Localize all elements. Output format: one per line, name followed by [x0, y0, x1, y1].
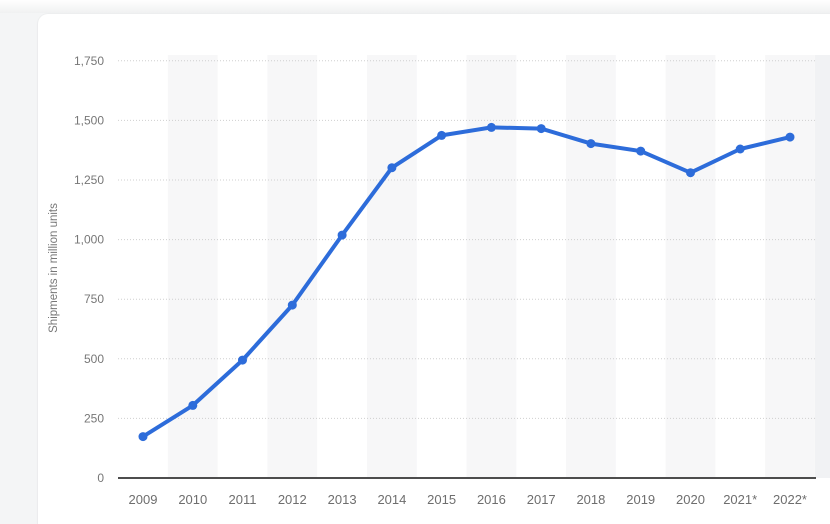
x-tick-label-2022*: 2022* — [773, 492, 807, 507]
x-tick-label-2012: 2012 — [278, 492, 307, 507]
data-point-2012[interactable] — [287, 300, 297, 310]
y-tick-label-1,250: 1,250 — [74, 173, 104, 187]
plot-band-2016 — [466, 55, 517, 478]
data-point-2019[interactable] — [636, 146, 646, 156]
y-tick-label-1,000: 1,000 — [74, 233, 104, 247]
data-point-2016[interactable] — [486, 122, 496, 132]
top-divider-fade — [0, 0, 830, 13]
x-tick-label-2017: 2017 — [527, 492, 556, 507]
x-tick-label-2011: 2011 — [229, 492, 257, 507]
data-point-2020[interactable] — [686, 168, 695, 178]
y-tick-label-1,500: 1,500 — [74, 113, 104, 127]
data-point-2014[interactable] — [387, 163, 397, 173]
data-point-2017[interactable] — [536, 124, 546, 134]
data-point-2021*[interactable] — [735, 144, 745, 154]
y-tick-label-750: 750 — [84, 292, 104, 306]
y-tick-label-250: 250 — [84, 411, 104, 425]
data-point-2009[interactable] — [138, 432, 148, 442]
plot-band-2012 — [267, 55, 318, 478]
plot-band-2018 — [566, 55, 616, 478]
series-line-shipments — [141, 125, 792, 439]
x-tick-label-2021*: 2021* — [723, 492, 757, 507]
data-point-2022*[interactable] — [785, 132, 795, 142]
y-tick-label-1,750: 1,750 — [74, 54, 104, 68]
y-axis-title: Shipments in million units — [48, 203, 60, 333]
data-point-2013[interactable] — [337, 230, 347, 240]
y-tick-label-500: 500 — [84, 352, 104, 366]
plot-band-2020 — [665, 55, 716, 478]
series-layer — [138, 122, 795, 442]
x-tick-label-2020: 2020 — [676, 492, 705, 507]
gridlines-layer — [118, 60, 816, 419]
plot-band-2014 — [367, 55, 417, 478]
x-tick-label-2016: 2016 — [477, 492, 506, 507]
x-tick-label-2014: 2014 — [377, 492, 406, 507]
tick-labels-layer: 0 250 500 750 1,000 1,250 1,500 1,750 2009 2010 20… — [74, 54, 807, 507]
x-tick-label-2018: 2018 — [576, 492, 605, 507]
plot-bands-layer — [167, 55, 830, 478]
data-point-2018[interactable] — [586, 139, 596, 149]
plot-band-right-edge — [815, 55, 830, 478]
plot-band-2022* — [765, 55, 815, 478]
x-tick-label-2010: 2010 — [178, 492, 207, 507]
x-tick-label-2009: 2009 — [129, 492, 158, 507]
data-point-2010[interactable] — [188, 400, 198, 410]
x-tick-label-2019: 2019 — [626, 492, 655, 507]
y-tick-label-0: 0 — [97, 471, 104, 485]
data-point-2015[interactable] — [437, 130, 447, 140]
data-point-2011[interactable] — [238, 355, 247, 365]
x-tick-label-2013: 2013 — [328, 492, 357, 507]
x-tick-label-2015: 2015 — [427, 492, 456, 507]
